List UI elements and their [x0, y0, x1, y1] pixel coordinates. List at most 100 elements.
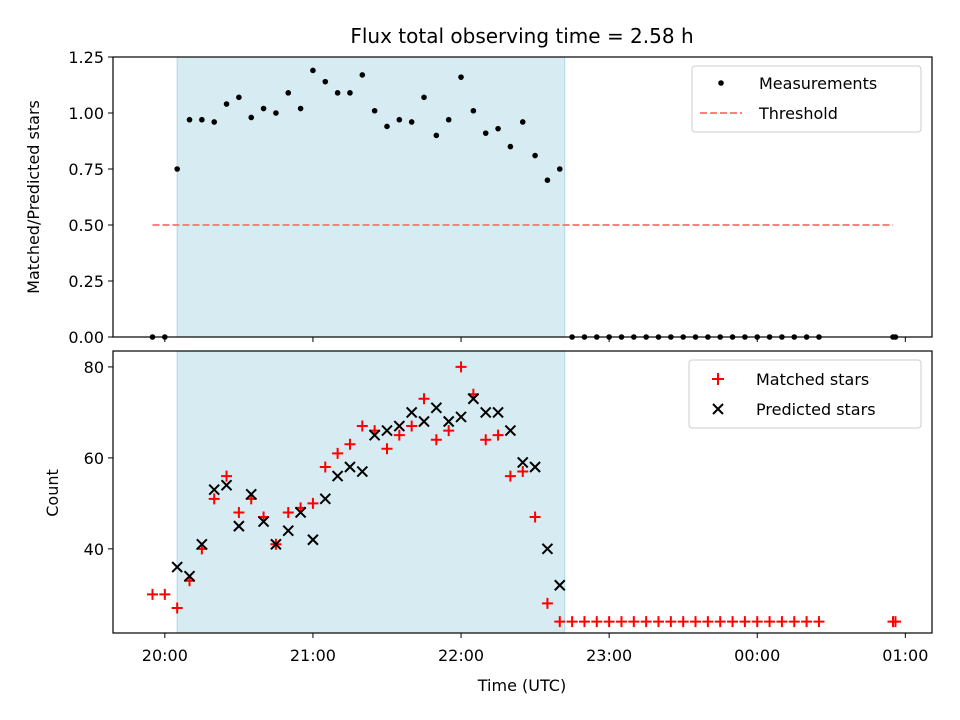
matched-star-point — [344, 438, 356, 450]
ratio-shaded-span — [176, 56, 566, 338]
measurement-point — [334, 90, 341, 96]
y-tick-label: 0.25 — [68, 272, 104, 291]
matched-star-point — [332, 447, 344, 459]
measurement-point — [223, 101, 230, 107]
measurement-point — [544, 177, 551, 183]
matched-star-point — [764, 616, 776, 628]
legend-measurements-marker — [718, 80, 724, 86]
matched-star-point — [653, 616, 665, 628]
measurement-point — [519, 119, 526, 125]
measurement-point — [297, 105, 304, 112]
predicted-star-point — [541, 543, 554, 555]
x-tick-label: 00:00 — [734, 646, 780, 665]
predicted-star-point — [467, 393, 480, 405]
measurement-point — [532, 152, 538, 159]
measurement-point — [285, 90, 292, 96]
x-tick-label: 01:00 — [882, 646, 928, 665]
predicted-star-point — [294, 506, 307, 519]
predicted-star-point — [319, 493, 331, 505]
matched-star-point — [889, 616, 901, 628]
matched-star-point — [578, 616, 590, 628]
count-legend-box — [688, 359, 922, 429]
measurement-point — [421, 94, 427, 101]
predicted-star-point — [418, 415, 430, 428]
matched-star-point — [603, 616, 615, 628]
y-tick-label: 0.50 — [68, 216, 104, 235]
matched-star-point — [443, 425, 455, 437]
matched-star-point — [146, 588, 158, 600]
measurement-point — [445, 116, 452, 123]
matched-star-point — [480, 434, 492, 446]
measurement-point — [347, 90, 353, 96]
x-axis-title: Time (UTC) — [477, 676, 566, 695]
count-legend: Matched stars Predicted stars — [688, 359, 922, 429]
measurement-point — [556, 166, 563, 172]
measurement-point — [310, 67, 316, 74]
measurement-point — [408, 119, 415, 125]
matched-star-point — [541, 597, 553, 609]
matched-star-point — [739, 616, 751, 628]
measurement-point — [211, 119, 218, 125]
y-tick-label: 40 — [84, 540, 104, 559]
predicted-star-point — [554, 579, 566, 591]
matched-star-point — [801, 616, 813, 628]
matched-star-point — [171, 602, 183, 614]
legend-predicted-marker — [712, 403, 724, 415]
predicted-star-point — [504, 424, 517, 437]
matched-star-point — [492, 429, 504, 441]
matched-star-point — [319, 461, 331, 473]
y-tick-label: 60 — [84, 449, 104, 468]
count-ticks: 40 60 80 20:00 21:00 22:00 23:00 00:00 01:00 — [84, 358, 929, 665]
predicted-star-point — [270, 538, 282, 551]
measurement-point — [260, 105, 267, 112]
legend-matched-label: Matched stars — [756, 370, 869, 389]
predicted-star-point — [430, 402, 443, 414]
measurement-point — [470, 107, 477, 114]
matched-star-point — [504, 470, 516, 482]
x-tick-label: 22:00 — [438, 646, 484, 665]
plot-title: Flux total observing time = 2.58 h — [350, 24, 693, 48]
matched-star-point — [640, 616, 652, 628]
matched-star-point — [221, 470, 233, 482]
predicted-star-point — [455, 411, 467, 423]
predicted-star-point — [282, 524, 294, 537]
ratio-legend: Measurements Threshold — [691, 65, 922, 133]
y-tick-label: 0.75 — [68, 160, 104, 179]
y-tick-label: 0.00 — [68, 328, 104, 347]
legend-measurements-label: Measurements — [759, 74, 877, 93]
count-plot-frame — [112, 350, 933, 634]
count-panel: 40 60 80 20:00 21:00 22:00 23:00 00:00 01:00 Cou… — [43, 350, 933, 695]
x-tick-label: 23:00 — [586, 646, 632, 665]
y-tick-label: 1.25 — [68, 48, 104, 67]
matched-star-point — [517, 466, 529, 478]
measurement-point — [482, 130, 489, 136]
predicted-star-point — [480, 406, 492, 419]
measurement-point — [199, 116, 205, 123]
predicted-star-point — [442, 415, 455, 428]
predicted-star-point — [529, 461, 541, 473]
ratio-plot-frame — [112, 56, 933, 338]
measurement-point — [384, 123, 390, 130]
matched-star-point — [418, 393, 430, 405]
x-tick-label: 20:00 — [142, 646, 188, 665]
measurement-point — [433, 132, 440, 139]
matched-star-point — [233, 506, 245, 518]
matched-star-point — [628, 616, 640, 628]
matched-star-point — [430, 434, 442, 446]
predicted-star-point — [307, 534, 319, 546]
matched-star-point — [788, 616, 800, 628]
predicted-star-point — [171, 561, 183, 573]
matched-star-point — [406, 420, 418, 432]
ratio-legend-box — [691, 65, 922, 133]
predicted-star-point — [356, 465, 369, 478]
measurement-point — [371, 107, 378, 114]
matched-star-point — [591, 616, 603, 628]
matched-star-point — [615, 616, 627, 628]
measurement-point — [186, 116, 193, 123]
matched-star-point — [381, 443, 393, 455]
y-tick-label: 1.00 — [68, 104, 104, 123]
legend-predicted-label: Predicted stars — [756, 400, 876, 419]
matched-star-point — [356, 420, 368, 432]
predicted-star-point — [517, 456, 529, 469]
matched-star-point — [702, 616, 714, 628]
